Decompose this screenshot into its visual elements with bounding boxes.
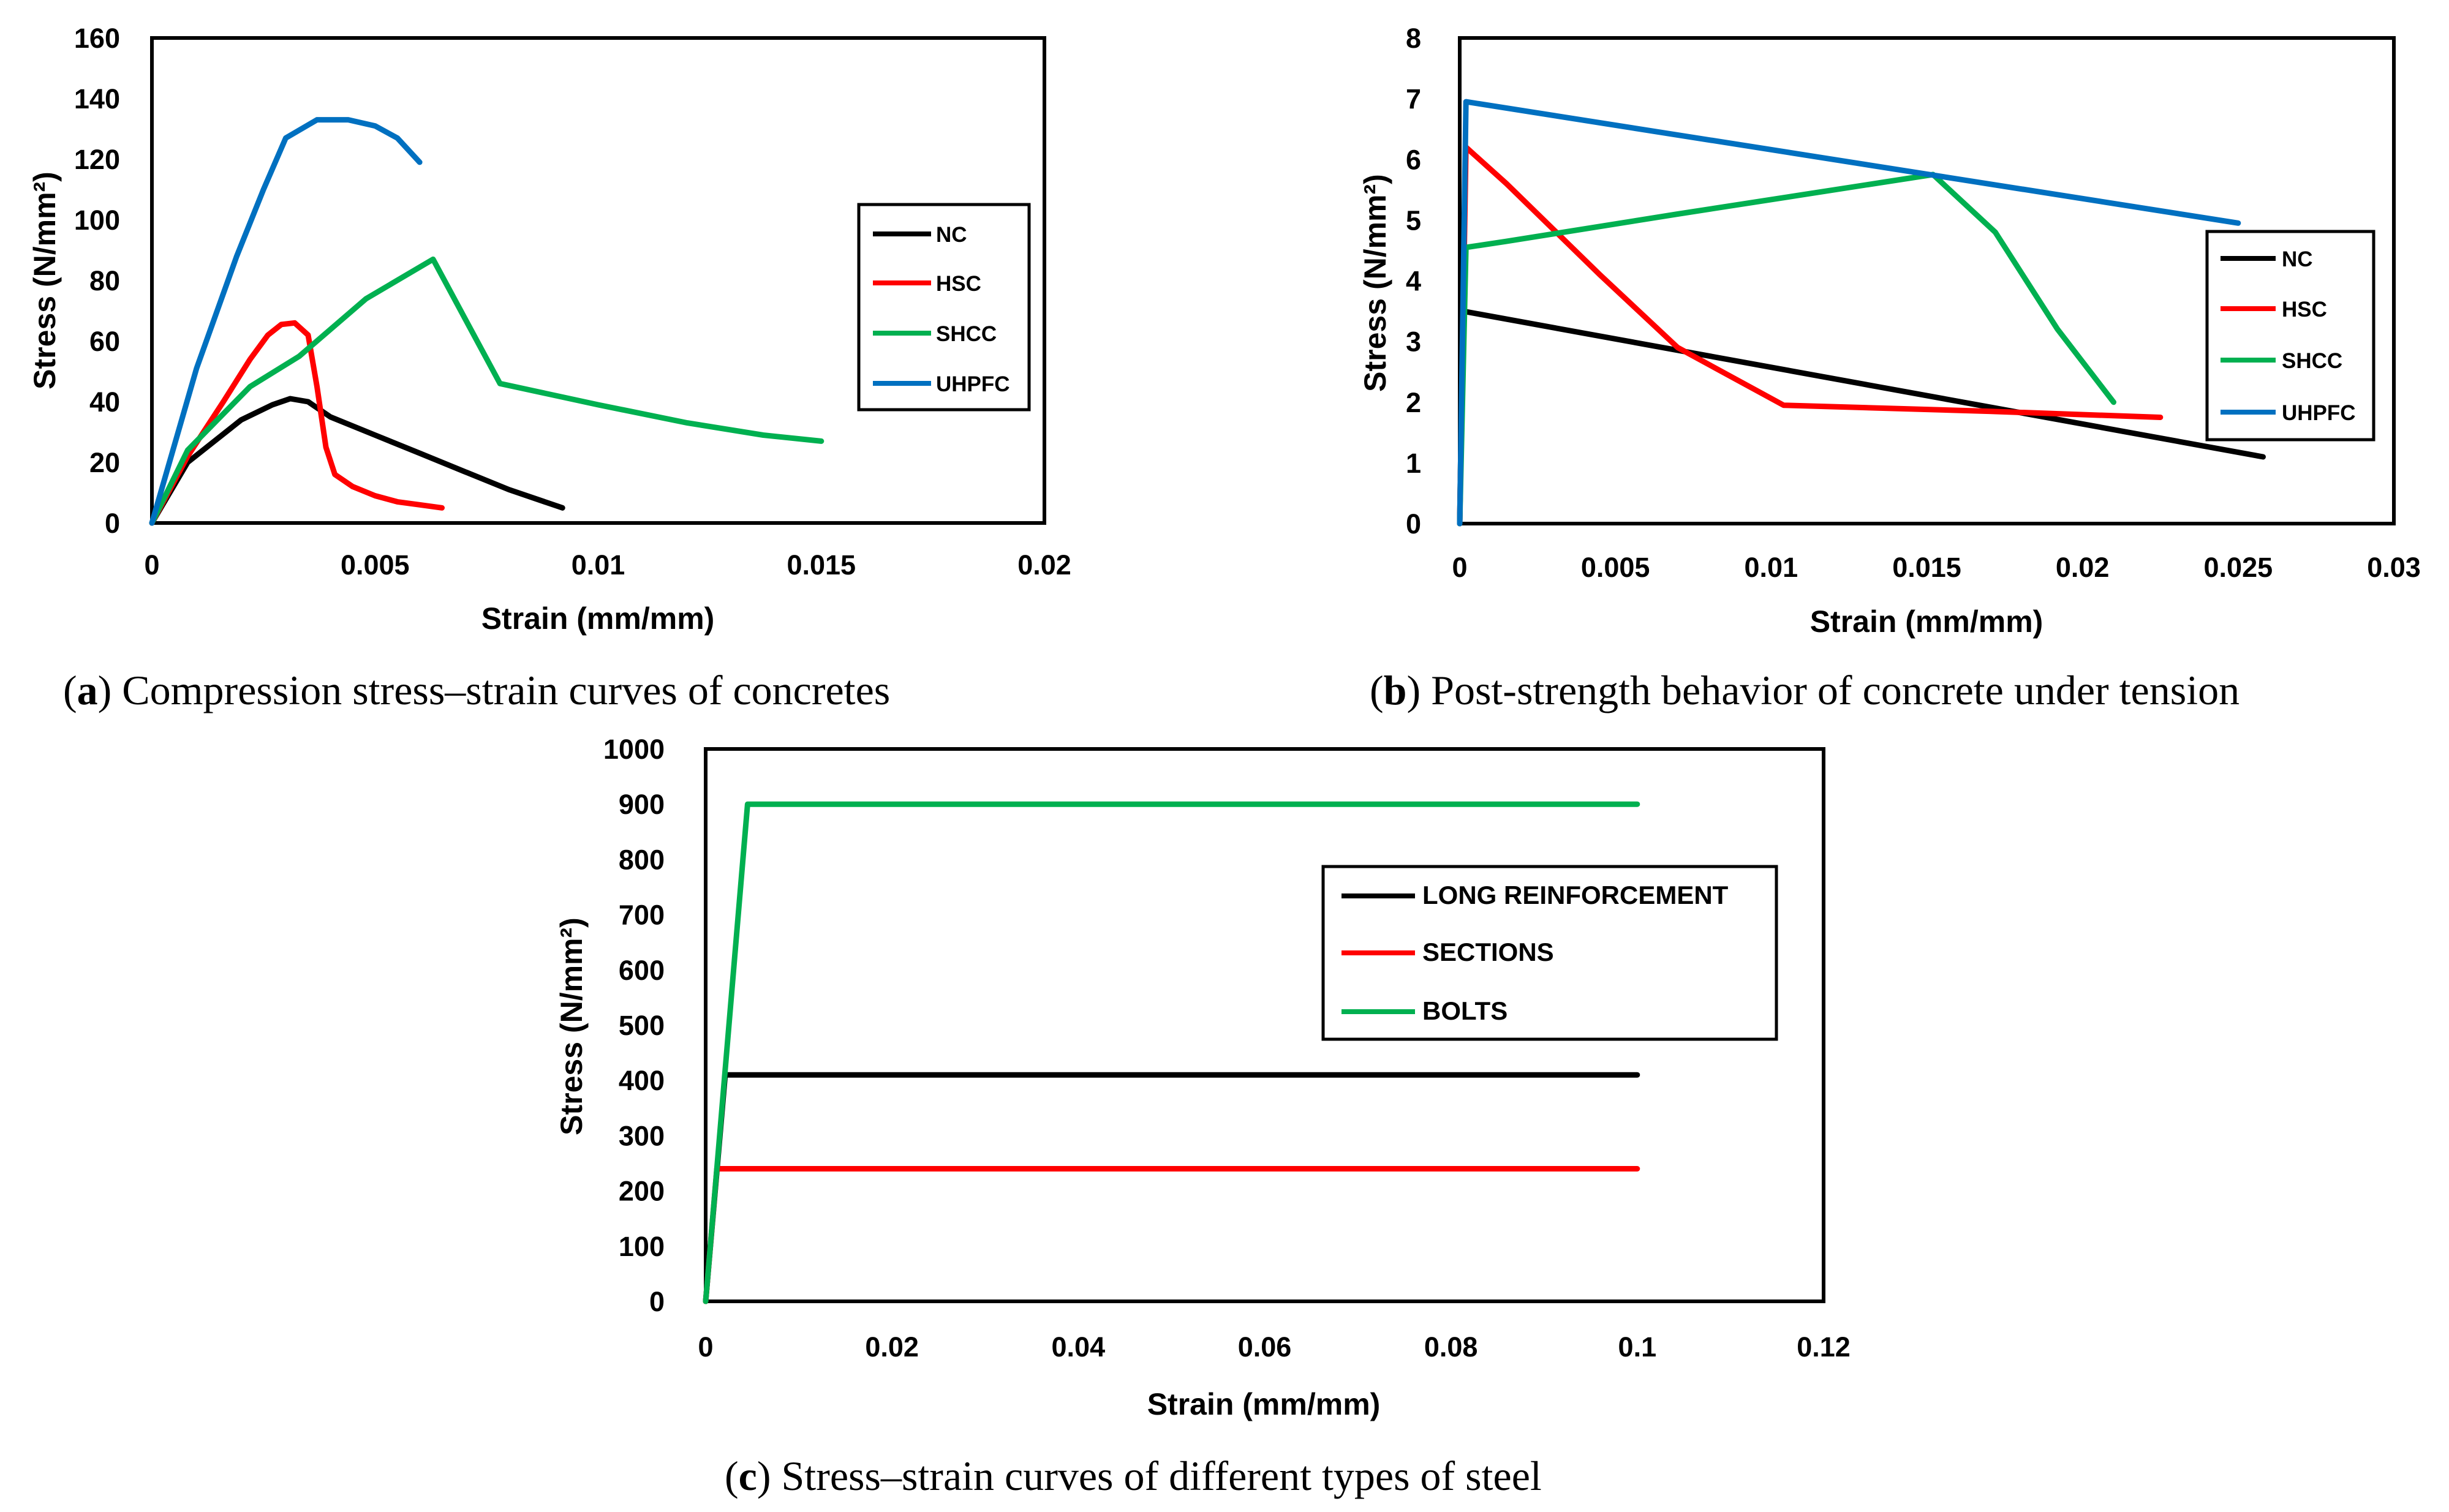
x-tick-label: 0.1 <box>1618 1331 1657 1363</box>
y-tick-label: 100 <box>619 1231 665 1262</box>
y-tick-label: 5 <box>1406 205 1421 236</box>
legend-label: LONG REINFORCEMENT <box>1422 881 1729 909</box>
y-tick-label: 0 <box>649 1286 665 1317</box>
series-line-hsc <box>149 320 445 526</box>
legend-label: HSC <box>936 272 981 296</box>
x-axis-title: Strain (mm/mm) <box>481 601 715 636</box>
y-tick-label: 0 <box>105 508 120 539</box>
chart-caption: (c) Stress–strain curves of different ty… <box>725 1453 1542 1499</box>
y-tick-label: 600 <box>619 955 665 986</box>
series-line-uhpfc <box>1457 99 2241 527</box>
plot-area-frame <box>704 747 1825 1303</box>
y-tick-label: 6 <box>1406 144 1421 175</box>
chart-a: 0 20 40 60 80 100 120 140 160 0 0.005 0.01 0.015 0.02… <box>28 23 1071 713</box>
chart-caption: (a) Compression stress–strain curves of … <box>63 667 890 713</box>
plot-area-frame <box>150 36 1046 525</box>
chart-b: 0 1 2 3 4 5 6 7 8 0 0.005 0.01 0.015 0.02 0.025 0.03 Str… <box>1358 23 2421 713</box>
y-tick-label: 300 <box>619 1120 665 1151</box>
y-tick-label: 8 <box>1406 23 1421 54</box>
x-tick-label: 0 <box>1452 552 1467 583</box>
y-tick-label: 500 <box>619 1010 665 1041</box>
legend-label: SHCC <box>936 322 997 346</box>
x-tick-label: 0.12 <box>1797 1331 1851 1363</box>
y-tick-label: 400 <box>619 1065 665 1096</box>
x-tick-label: 0.04 <box>1052 1331 1106 1363</box>
series-line-hsc <box>1457 144 2164 527</box>
series-line-shcc <box>1457 171 2116 527</box>
x-tick-label: 0.02 <box>2056 552 2110 583</box>
y-axis-title: Stress (N/mm²) <box>1358 174 1392 392</box>
legend-label: HSC <box>2282 298 2327 322</box>
x-tick-label: 0.015 <box>1892 552 1961 583</box>
legend-label: SHCC <box>2282 349 2342 373</box>
y-tick-label: 1000 <box>603 734 665 765</box>
y-tick-label: 200 <box>619 1176 665 1207</box>
y-tick-label: 20 <box>89 447 120 478</box>
series-line-bolts <box>703 801 1640 1304</box>
legend: LONG REINFORCEMENT SECTIONS BOLTS <box>1321 865 1778 1041</box>
x-tick-label: 0.03 <box>2367 552 2421 583</box>
legend-label: UHPFC <box>2282 401 2356 425</box>
x-tick-label: 0.01 <box>572 549 625 581</box>
x-tick-label: 0.02 <box>865 1331 919 1363</box>
legend-box <box>2205 230 2375 442</box>
chart-c: 0 100 200 300 400 500 600 700 800 900 1000 0 0.02 0.0… <box>554 734 1851 1499</box>
x-tick-label: 0.08 <box>1424 1331 1478 1363</box>
series-line-sections <box>703 1166 1640 1304</box>
y-tick-label: 0 <box>1406 508 1421 540</box>
series-line-shcc <box>149 256 825 526</box>
y-tick-label: 1 <box>1406 448 1421 479</box>
legend-label: NC <box>2282 247 2313 271</box>
x-tick-label: 0.005 <box>341 549 410 581</box>
series-line-long-reinforcement <box>703 1072 1640 1304</box>
legend: NC HSC SHCC UHPFC <box>857 203 1031 412</box>
y-tick-label: 900 <box>619 789 665 820</box>
x-axis-title: Strain (mm/mm) <box>1810 604 2043 639</box>
x-tick-label: 0 <box>144 549 159 581</box>
legend-label: BOLTS <box>1422 996 1508 1025</box>
x-tick-label: 0.025 <box>2204 552 2273 583</box>
x-axis-title: Strain (mm/mm) <box>1147 1387 1381 1421</box>
y-tick-label: 40 <box>89 386 120 418</box>
y-tick-label: 7 <box>1406 83 1421 115</box>
plot-area-frame <box>1458 36 2396 525</box>
x-tick-label: 0.06 <box>1238 1331 1292 1363</box>
y-axis-title: Stress (N/mm²) <box>28 171 62 389</box>
y-tick-label: 140 <box>74 83 120 115</box>
x-tick-label: 0.015 <box>787 549 856 581</box>
x-tick-label: 0.005 <box>1581 552 1650 583</box>
y-tick-label: 4 <box>1406 266 1421 297</box>
x-tick-label: 0.02 <box>1017 549 1071 581</box>
y-axis-title: Stress (N/mm²) <box>554 917 589 1135</box>
x-tick-label: 0.01 <box>1745 552 1798 583</box>
legend-label: NC <box>936 223 967 247</box>
y-tick-label: 120 <box>74 144 120 175</box>
legend-label: SECTIONS <box>1422 938 1554 966</box>
series-line-uhpfc <box>149 117 423 526</box>
legend: NC HSC SHCC UHPFC <box>2205 230 2375 442</box>
y-tick-label: 60 <box>89 326 120 357</box>
y-tick-label: 160 <box>74 23 120 54</box>
x-tick-label: 0 <box>698 1331 713 1363</box>
y-tick-label: 80 <box>89 265 120 296</box>
chart-caption: (b) Post-strength behavior of concrete u… <box>1370 667 2240 713</box>
y-tick-label: 2 <box>1406 387 1421 418</box>
legend-label: UHPFC <box>936 372 1010 396</box>
y-tick-label: 800 <box>619 844 665 875</box>
legend-box <box>857 203 1031 412</box>
y-tick-label: 100 <box>74 205 120 236</box>
y-tick-label: 3 <box>1406 326 1421 358</box>
y-tick-label: 700 <box>619 900 665 931</box>
